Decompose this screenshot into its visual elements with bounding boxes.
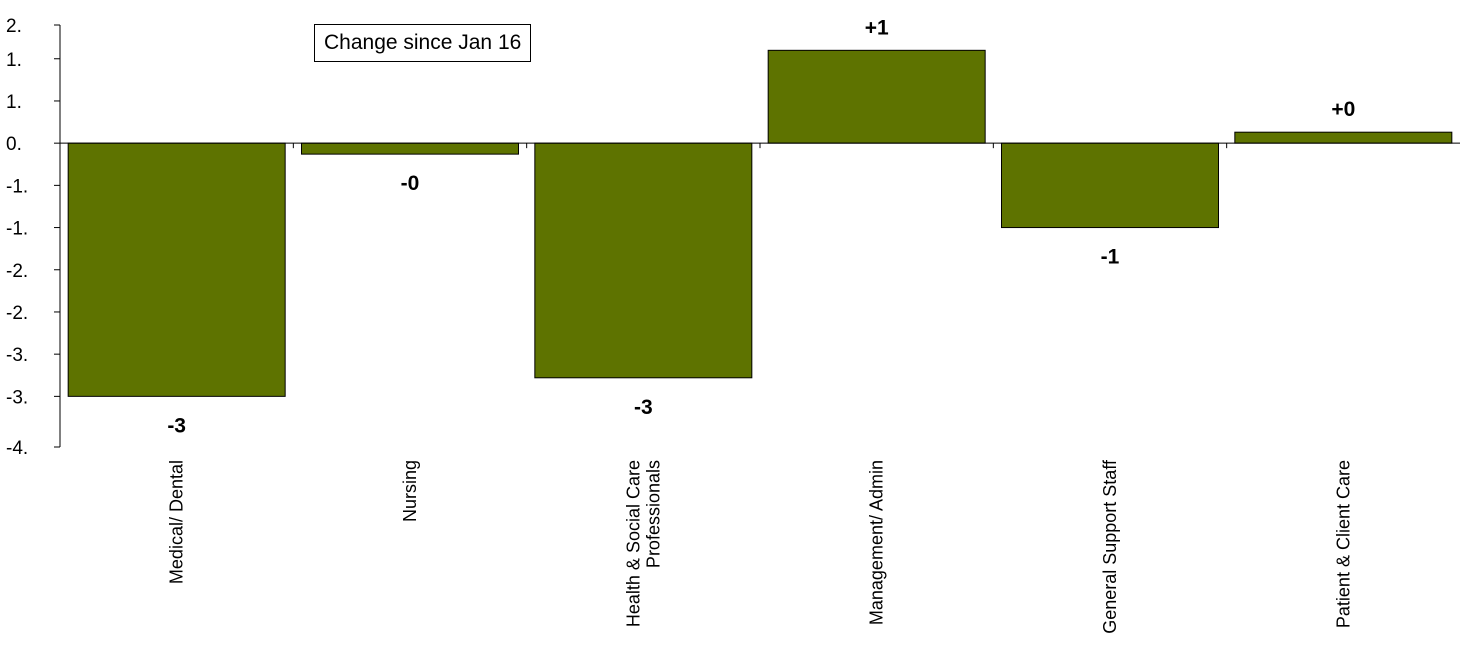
y-tick-label: 2.: [6, 16, 22, 37]
legend-series-label: Change since Jan 16: [314, 24, 532, 62]
y-tick-label: -4.: [6, 438, 28, 459]
y-axis: 2. 1. 1. 0. -1. -1. -2. -2. -3. -3. -4.: [6, 16, 61, 459]
data-labels: -3 -0 -3 +1 -1 +0: [167, 16, 1355, 437]
y-tick-label: -3.: [6, 387, 28, 408]
category-label: Professionals: [643, 460, 663, 568]
y-tick-label: 1.: [6, 50, 22, 71]
y-tick-label: 0.: [6, 134, 22, 155]
y-tick-label: 1.: [6, 92, 22, 113]
category-label: General Support Staff: [1100, 459, 1120, 634]
data-label: -3: [634, 396, 653, 419]
category-label: Patient & Client Care: [1333, 460, 1353, 628]
data-label: +1: [865, 16, 889, 39]
y-tick-label: -1.: [6, 176, 28, 197]
bar: [1001, 142, 1219, 229]
category-label: Nursing: [400, 460, 420, 522]
category-label: Medical/ Dental: [167, 460, 187, 584]
data-label: -3: [167, 414, 186, 437]
y-tick-label: -2.: [6, 261, 28, 282]
bar: [767, 49, 986, 144]
bar: [534, 142, 753, 379]
bar: [301, 142, 519, 155]
bar: [67, 142, 286, 397]
category-labels: Medical/ Dental Nursing Health & Social Ca…: [167, 459, 1354, 634]
category-label: Health & Social Care: [623, 460, 643, 627]
y-tick-label: -2.: [6, 303, 28, 324]
bar: [1234, 131, 1453, 144]
data-label: +0: [1331, 98, 1355, 121]
data-label: -1: [1101, 246, 1120, 269]
y-tick-label: -1.: [6, 219, 28, 240]
y-tick-label: -3.: [6, 345, 28, 366]
x-axis: [60, 142, 1460, 149]
bars: [67, 49, 1453, 397]
data-label: -0: [401, 172, 420, 195]
category-label: Management/ Admin: [867, 460, 887, 625]
